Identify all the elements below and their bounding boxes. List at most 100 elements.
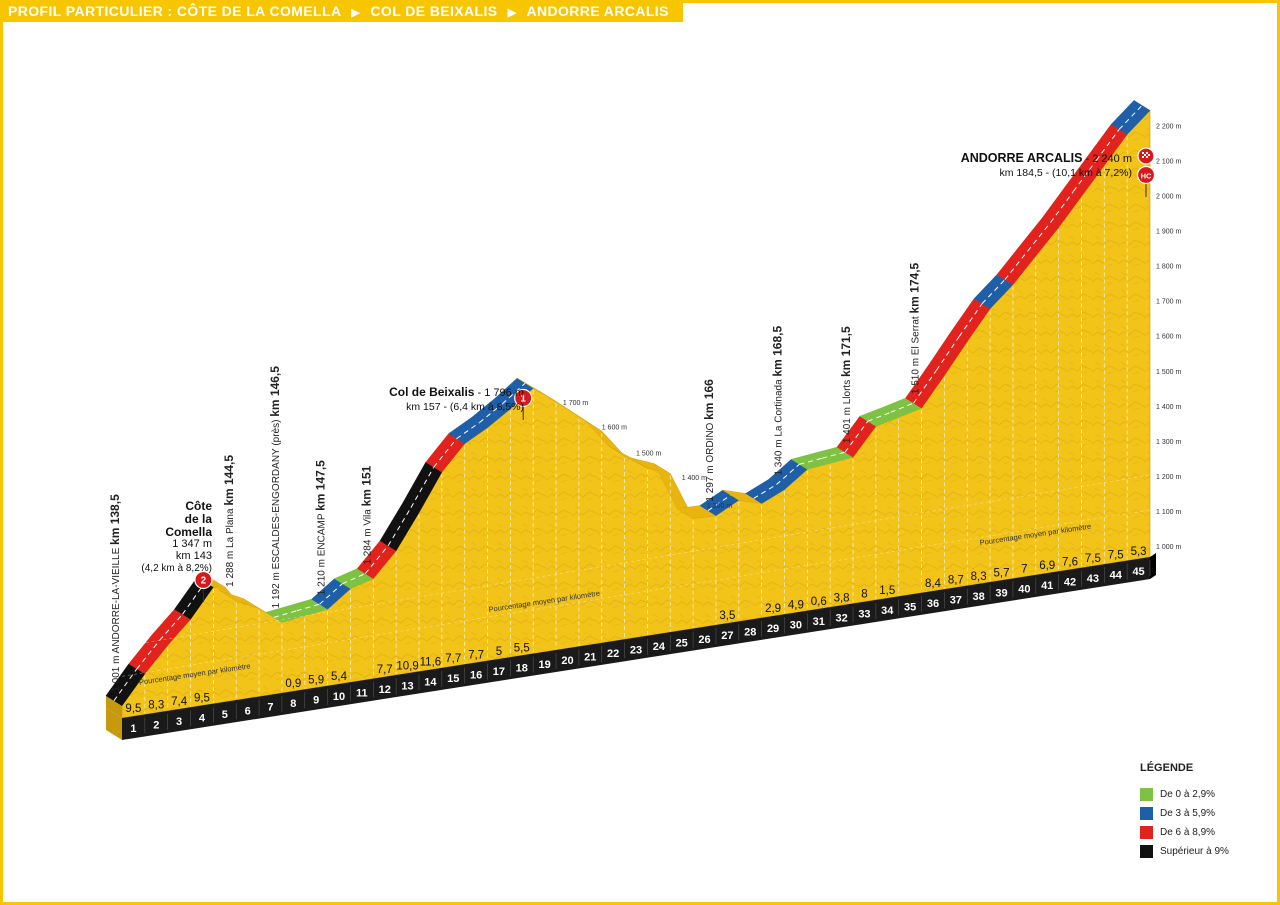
gradient-label: 7,6 (1062, 557, 1078, 569)
legend-item: De 3 à 5,9% (1140, 804, 1260, 823)
gradient-label: 5 (496, 646, 502, 658)
altitude-tick-label: 1 500 m (1156, 369, 1181, 376)
profile-center-dash (159, 613, 183, 641)
altitude-tick-label: 2 200 m (1156, 123, 1181, 130)
km-marker-label: 27 (721, 630, 733, 642)
gradient-label: 7,5 (1085, 553, 1101, 565)
profile-center-dash (958, 303, 983, 337)
gradient-label: 8,3 (148, 700, 164, 712)
profile-center-dash (799, 457, 823, 465)
gradient-label: 5,7 (994, 567, 1010, 579)
legend-item: De 6 à 8,9% (1140, 823, 1260, 842)
km-marker-label: 6 (245, 705, 251, 717)
altitude-tick-label: 1 800 m (1156, 264, 1181, 271)
profile-center-dash (1073, 160, 1097, 192)
km-marker-label: 26 (698, 634, 710, 646)
gradient-label: 1,5 (879, 585, 895, 597)
waypoint-label: 1 510 m El Serrat km 174,5 (908, 262, 922, 394)
legend-item: Supérieur à 9% (1140, 842, 1260, 861)
waypoint-km: km 146,5 (268, 366, 282, 417)
legend-title: LÉGENDE (1140, 762, 1194, 774)
gradient-label: 0,6 (811, 596, 827, 608)
gradient-label: 7,7 (377, 664, 393, 676)
altitude-tick-label: 1 300 m (1156, 439, 1181, 446)
km-marker-label: 18 (516, 662, 528, 674)
waypoint-label: 1 210 m ENCAMP km 147,5 (314, 460, 328, 595)
km-marker-label: 43 (1087, 573, 1099, 585)
profile-center-dash (935, 336, 960, 371)
summit-name-beixalis: Col de Beixalis (389, 385, 475, 399)
waypoint-km: km 168,5 (770, 326, 784, 377)
waypoint-place: Vila (362, 506, 373, 525)
legend-label: De 3 à 5,9% (1160, 808, 1216, 819)
waypoint-place: El Serrat (911, 313, 922, 355)
km-marker-label: 42 (1064, 577, 1076, 589)
summit-name-comella: de la (185, 512, 213, 526)
summit-detail-comella: (4,2 km à 8,2%) (141, 563, 212, 574)
finish-flag-icon (1137, 147, 1155, 165)
title-separator-icon: ▶ (507, 7, 517, 19)
altitude-tick-label: 2 100 m (1156, 158, 1181, 165)
profile-center-dash (707, 494, 732, 512)
waypoint-km: km 171,5 (839, 326, 853, 377)
km-marker-label: 30 (790, 619, 802, 631)
km-marker-label: 35 (904, 602, 916, 614)
legend-swatch-blue (1140, 807, 1153, 820)
legend-swatch-black (1140, 845, 1153, 858)
profile-center-dash (867, 411, 891, 422)
summit-title-beixalis: Col de Beixalis - 1 796 m (389, 385, 524, 399)
waypoint-altitude: 1 510 m (911, 355, 922, 394)
category-badge-category: 1 (520, 394, 526, 405)
profile-center-dash (273, 610, 297, 618)
km-marker-label: 36 (927, 598, 939, 610)
profile-center-dash (136, 639, 161, 670)
altitude-tick-label: 1 500 m (636, 451, 661, 458)
km-marker-label: 31 (813, 616, 825, 628)
altitude-tick-label: 1 900 m (1156, 229, 1181, 236)
finish-flag-checker (1142, 152, 1150, 158)
km-marker-label: 45 (1132, 566, 1144, 578)
waypoint-km: km 144,5 (222, 455, 236, 506)
gradient-label: 5,5 (514, 642, 530, 654)
summit-km-beixalis: km 157 - (6,4 km à 8,5%) (406, 401, 524, 413)
waypoint-altitude: 1 001 m (111, 653, 122, 691)
waypoint-km: km 166 (702, 379, 716, 420)
altitude-tick-label: 1 700 m (563, 400, 588, 407)
waypoint-place: ANDORRE-LA-VIEILLE (111, 545, 122, 653)
profile-center-dash (113, 668, 138, 701)
waypoint-altitude: 1 284 m (362, 526, 373, 565)
profile-top-segment (1110, 100, 1151, 135)
profile-center-dash (890, 402, 914, 413)
km-marker-label: 24 (653, 641, 666, 653)
gradient-label: 8,3 (971, 571, 987, 583)
waypoint-label: 1 288 m La Plana km 144,5 (222, 455, 236, 587)
waypoint-place: La Cortinada (773, 377, 784, 437)
gradient-label: 2,9 (765, 603, 781, 615)
title-stage-2: COL DE BEIXALIS (370, 3, 498, 19)
title-separator-icon: ▶ (351, 7, 361, 19)
category-badge-category: HC (1141, 172, 1152, 181)
altitude-tick-label: 1 200 m (1156, 474, 1181, 481)
profile-center-dash (753, 484, 777, 499)
altitude-tick-label: 1 000 m (1156, 544, 1181, 551)
waypoint-altitude: 1 297 m (705, 463, 716, 502)
waypoint-altitude: 1 192 m (271, 569, 282, 608)
km-marker-label: 41 (1041, 580, 1053, 592)
waypoint-altitude: 1 210 m (317, 556, 328, 595)
km-marker-label: 14 (424, 677, 437, 689)
profile-center-dash (1004, 250, 1029, 280)
km-marker-label: 19 (538, 659, 550, 671)
waypoint-place: Llorts (842, 377, 853, 404)
profile-center-dash (182, 581, 206, 615)
legend-swatch-green (1140, 788, 1153, 801)
km-marker-label: 21 (584, 652, 596, 664)
title-bar: PROFIL PARTICULIER : CÔTE DE LA COMELLA … (0, 0, 683, 22)
category-badge-icon (514, 388, 533, 408)
profile-center-dash (387, 507, 412, 546)
waypoint-label: 1 401 m Llorts km 171,5 (839, 326, 853, 443)
waypoint-label: 1 340 m La Cortinada km 168,5 (770, 326, 784, 476)
gradient-label: 11,6 (420, 657, 442, 669)
summit-title-arcalis: ANDORRE ARCALIS - 2 240 m (961, 151, 1132, 165)
gradient-label: 9,5 (194, 692, 210, 704)
profile-center-dash (410, 466, 435, 508)
